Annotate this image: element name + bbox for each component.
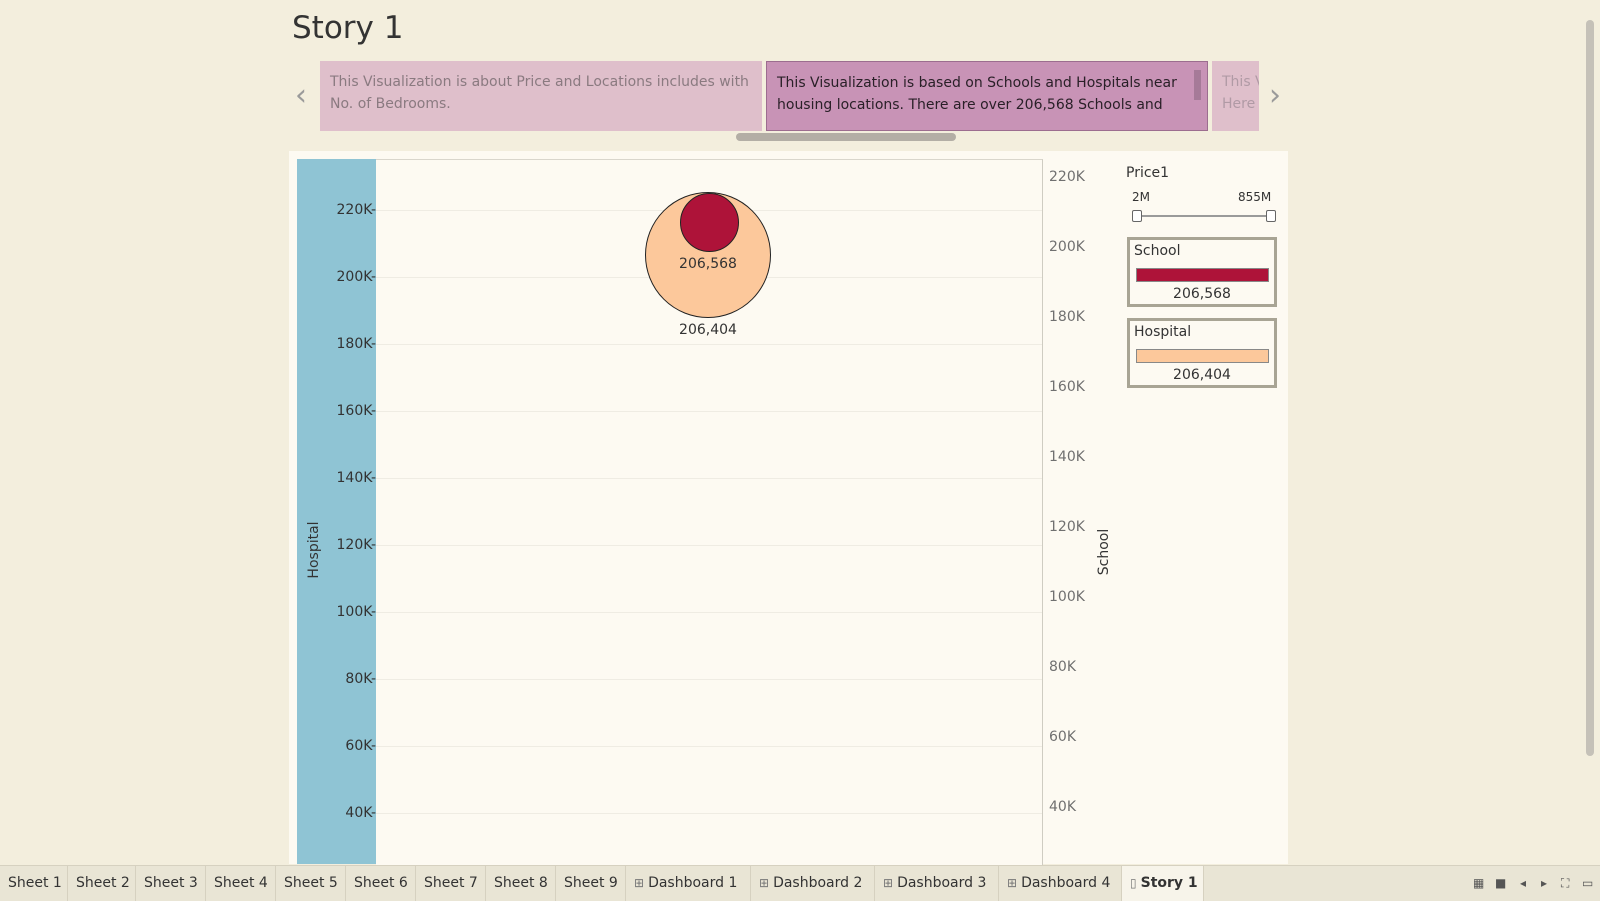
sheet-tab-sheet-9[interactable]: Sheet 9: [556, 866, 626, 901]
school-axis-tick: 120K: [1049, 519, 1085, 535]
hospital-color-swatch: [1136, 349, 1269, 363]
price-range-slider[interactable]: [1136, 215, 1270, 217]
sheet-tab-label: Sheet 9: [564, 875, 618, 891]
hospital-axis-tick: 80K-: [345, 671, 376, 687]
school-color-swatch: [1136, 268, 1269, 282]
sheet-tab-story-1[interactable]: ▯ Story 1: [1122, 866, 1204, 901]
sheet-tab-sheet-2[interactable]: Sheet 2: [68, 866, 136, 901]
price-range-min: 2M: [1132, 190, 1150, 204]
sheet-tab-label: Sheet 6: [354, 875, 408, 891]
sheet-tab-label: Story 1: [1140, 875, 1198, 891]
sheet-tab-sheet-3[interactable]: Sheet 3: [136, 866, 206, 901]
sheet-tab-sheet-1[interactable]: Sheet 1: [0, 866, 68, 901]
hospital-legend-title: Hospital: [1134, 324, 1192, 340]
story-point-caption-2[interactable]: This Visualization is based on Schools a…: [766, 61, 1208, 131]
hospital-legend-card[interactable]: Hospital 206,404: [1127, 318, 1277, 388]
school-axis-tick: 100K: [1049, 589, 1085, 605]
story-point-caption-1[interactable]: This Visualization is about Price and Lo…: [320, 61, 762, 131]
caption-text: This Visualization is based on Schools a…: [777, 75, 1177, 113]
school-mark-label: 206,568: [679, 256, 737, 272]
school-axis-tick: 80K: [1049, 659, 1076, 675]
sheet-tab-sheet-6[interactable]: Sheet 6: [346, 866, 416, 901]
dashboard-icon: ⊞: [759, 876, 770, 890]
single-view-icon[interactable]: ■: [1495, 876, 1507, 890]
school-axis-tick: 40K: [1049, 799, 1076, 815]
sheet-tab-label: Sheet 1: [8, 875, 62, 891]
story-caption-strip: This Visualization is about Price and Lo…: [320, 61, 1259, 131]
chevron-left-icon[interactable]: ‹: [295, 77, 307, 113]
school-legend-value: 206,568: [1173, 286, 1231, 302]
sheet-tab-label: Dashboard 2: [773, 875, 863, 891]
hospital-axis-tick: 100K-: [336, 604, 376, 620]
present-icon[interactable]: ▭: [1582, 876, 1594, 890]
sheet-tab-label: Dashboard 1: [648, 875, 738, 891]
next-page-icon[interactable]: ▸: [1541, 876, 1548, 890]
school-axis-tick: 160K: [1049, 379, 1085, 395]
gridline: [376, 344, 1042, 345]
gridline: [376, 813, 1042, 814]
school-axis-tick: 220K: [1049, 169, 1085, 185]
sheet-tab-label: Dashboard 3: [897, 875, 987, 891]
fullscreen-icon[interactable]: ⛶: [1561, 876, 1570, 890]
sheet-tab-dashboard-1[interactable]: ⊞ Dashboard 1: [626, 866, 751, 901]
caption-strip-scrollbar[interactable]: [736, 133, 956, 141]
gridline: [376, 746, 1042, 747]
sheet-tab-sheet-7[interactable]: Sheet 7: [416, 866, 486, 901]
sheet-tab-sheet-4[interactable]: Sheet 4: [206, 866, 276, 901]
school-legend-card[interactable]: School 206,568: [1127, 237, 1277, 307]
hospital-axis-tick: 120K-: [336, 537, 376, 553]
sheet-tab-label: Sheet 4: [214, 875, 268, 891]
sheet-tab-dashboard-3[interactable]: ⊞ Dashboard 3: [875, 866, 999, 901]
sheet-tab-label: Sheet 5: [284, 875, 338, 891]
caption-scrollbar[interactable]: [1194, 70, 1201, 100]
sheet-tab-label: Sheet 8: [494, 875, 548, 891]
hospital-legend-value: 206,404: [1173, 367, 1231, 383]
school-bubble-mark[interactable]: [680, 193, 739, 252]
gridline: [376, 679, 1042, 680]
gridline: [376, 545, 1042, 546]
hospital-axis-tick: 60K-: [345, 738, 376, 754]
sheet-tab-sheet-5[interactable]: Sheet 5: [276, 866, 346, 901]
story-point-caption-3[interactable]: This V Here o: [1212, 61, 1259, 131]
hospital-mark-label: 206,404: [679, 322, 737, 338]
sheet-tab-dashboard-4[interactable]: ⊞ Dashboard 4: [999, 866, 1122, 901]
dashboard-icon: ⊞: [634, 876, 645, 890]
sheet-tab-bar: Sheet 1 Sheet 2 Sheet 3 Sheet 4 Sheet 5 Sheet…: [0, 865, 1600, 901]
school-axis-tick: 60K: [1049, 729, 1076, 745]
story-icon: ▯: [1130, 876, 1137, 890]
dashboard-icon: ⊞: [883, 876, 894, 890]
hospital-axis-tick: 220K-: [336, 202, 376, 218]
gridline: [376, 478, 1042, 479]
grid-view-icon[interactable]: ▦: [1473, 876, 1485, 890]
hospital-axis-tick: 140K-: [336, 470, 376, 486]
school-axis-tick: 140K: [1049, 449, 1085, 465]
story-title: Story 1: [292, 10, 404, 46]
hospital-axis-band: [297, 159, 376, 864]
hospital-axis-tick: 160K-: [336, 403, 376, 419]
price-range-max-handle[interactable]: [1266, 210, 1276, 222]
school-legend-title: School: [1134, 243, 1181, 259]
price-filter-title: Price1: [1126, 165, 1170, 181]
sheet-tab-sheet-8[interactable]: Sheet 8: [486, 866, 556, 901]
price-range-min-handle[interactable]: [1132, 210, 1142, 222]
sheet-tab-label: Sheet 3: [144, 875, 198, 891]
sheet-tab-label: Sheet 2: [76, 875, 130, 891]
school-axis-tick: 200K: [1049, 239, 1085, 255]
school-axis-tick: 180K: [1049, 309, 1085, 325]
gridline: [376, 612, 1042, 613]
hospital-axis-tick: 200K-: [336, 269, 376, 285]
page-vertical-scrollbar[interactable]: [1586, 20, 1594, 756]
dashboard-icon: ⊞: [1007, 876, 1018, 890]
prev-page-icon[interactable]: ◂: [1520, 876, 1527, 890]
hospital-axis-tick: 40K-: [345, 805, 376, 821]
sheet-tab-label: Dashboard 4: [1021, 875, 1111, 891]
hospital-axis-tick: 180K-: [336, 336, 376, 352]
sheet-tab-label: Sheet 7: [424, 875, 478, 891]
gridline: [376, 411, 1042, 412]
school-axis-label: School: [1096, 528, 1112, 576]
chevron-right-icon[interactable]: ›: [1269, 77, 1281, 113]
sheet-tab-dashboard-2[interactable]: ⊞ Dashboard 2: [751, 866, 875, 901]
price-range-max: 855M: [1238, 190, 1272, 204]
